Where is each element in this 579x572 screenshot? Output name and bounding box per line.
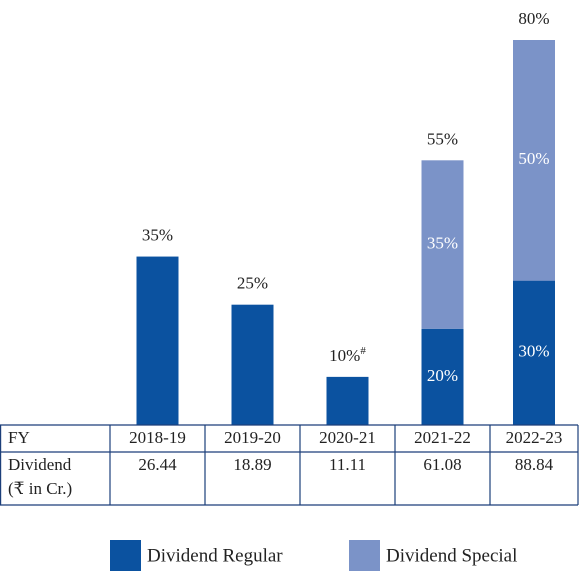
fy-header: 2021-22 [414, 428, 471, 447]
fy-header: 2019-20 [224, 428, 281, 447]
total-label: 80% [518, 9, 549, 28]
total-label-text: 80% [518, 9, 549, 28]
table-value: 18.89 [233, 455, 271, 474]
bar-segment [231, 304, 274, 425]
fy-header: 2022-23 [506, 428, 563, 447]
row-label: (₹ in Cr.) [8, 479, 72, 498]
fy-header: 2020-21 [319, 428, 376, 447]
total-label: 25% [237, 274, 268, 293]
bar-segment [513, 280, 555, 425]
footnote-mark: # [360, 344, 366, 356]
fy-header: 2018-19 [129, 428, 186, 447]
row-header: FY [8, 428, 30, 447]
segment-label: 35% [427, 233, 458, 252]
bar-segment [421, 328, 464, 425]
total-label-text: 25% [237, 274, 268, 293]
total-label: 10%# [329, 344, 366, 364]
total-label: 35% [142, 225, 173, 244]
total-label-text: 55% [427, 129, 458, 148]
bar-segment [421, 160, 464, 329]
segment-label: 50% [518, 149, 549, 168]
total-label: 55% [427, 129, 458, 148]
bar-segment [136, 256, 179, 425]
bar-segment [326, 376, 369, 425]
table-value: 61.08 [423, 455, 461, 474]
segment-label: 30% [518, 342, 549, 361]
legend-label: Dividend Special [386, 545, 517, 566]
bar-segment [513, 40, 555, 281]
legend-label: Dividend Regular [147, 545, 283, 566]
legend-swatch [110, 540, 141, 571]
table-value: 26.44 [138, 455, 177, 474]
total-label-text: 10% [329, 346, 360, 365]
table-value: 11.11 [329, 455, 366, 474]
row-label: Dividend [8, 455, 72, 474]
legend-swatch [349, 540, 380, 571]
segment-label: 20% [427, 366, 458, 385]
table-value: 88.84 [515, 455, 554, 474]
total-label-text: 35% [142, 225, 173, 244]
